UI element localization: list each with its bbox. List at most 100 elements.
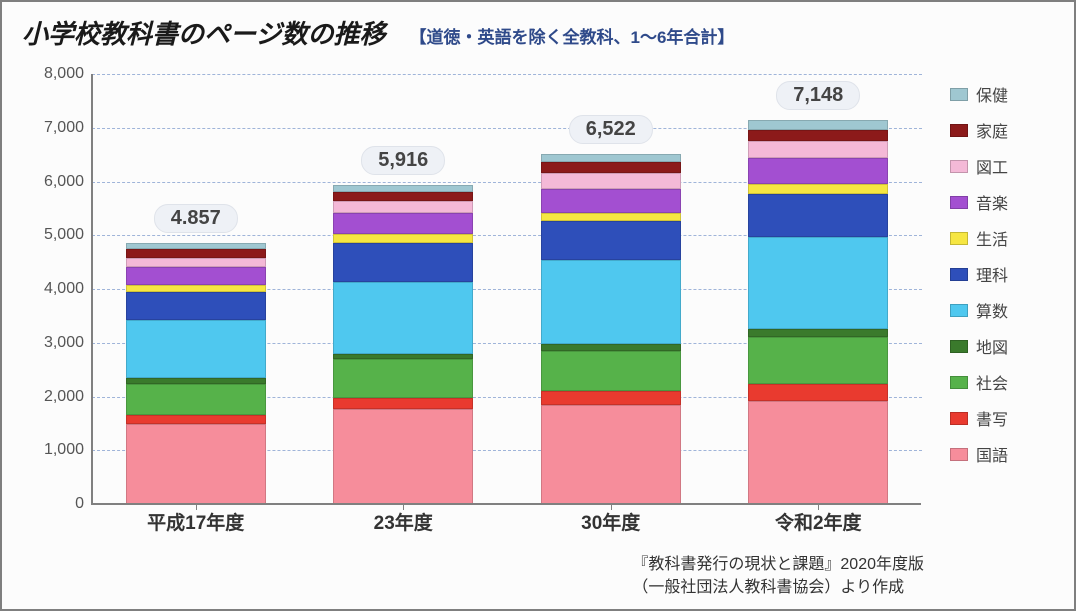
y-tick-label: 2,000 <box>44 388 84 406</box>
x-axis-label: 平成17年度 <box>126 508 266 535</box>
bar-column: 7,148 <box>748 120 888 504</box>
bar-segment-shosha <box>748 384 888 401</box>
bar-segment-zukou <box>126 258 266 267</box>
bar-segment-ongaku <box>333 213 473 235</box>
legend-label: 保健 <box>976 82 1008 106</box>
legend-item-seikatsu: 生活 <box>950 226 1060 250</box>
bar-segment-sansu <box>333 282 473 354</box>
chart-subtitle: 【道徳・英語を除く全教科、1～6年合計】 <box>409 23 734 48</box>
legend-swatch <box>950 376 968 389</box>
legend-item-shosha: 書写 <box>950 406 1060 430</box>
legend-item-rika: 理科 <box>950 262 1060 286</box>
bar-segment-rika <box>748 194 888 237</box>
legend: 保健家庭図工音楽生活理科算数地図社会書写国語 <box>950 82 1060 466</box>
source-line-2: （一般社団法人教科書協会）より作成 <box>632 577 924 599</box>
legend-label: 地図 <box>976 334 1008 358</box>
bar-column: 5,916 <box>333 185 473 504</box>
legend-item-sansu: 算数 <box>950 298 1060 322</box>
bar-segment-kokugo <box>333 409 473 504</box>
x-axis-label: 30年度 <box>541 508 681 535</box>
bar-segment-hoken <box>541 154 681 163</box>
bar-segment-seikatsu <box>748 184 888 195</box>
bar-segment-rika <box>333 243 473 282</box>
source-line-1: 『教科書発行の現状と課題』2020年度版 <box>632 554 924 576</box>
legend-label: 社会 <box>976 370 1008 394</box>
plot-area: 4.8575,9166,5227,148 01,0002,0003,0004,0… <box>92 74 922 504</box>
total-badge: 7,148 <box>776 81 860 110</box>
total-badge: 4.857 <box>154 204 238 233</box>
bar-segment-shosha <box>333 398 473 409</box>
x-axis-labels: 平成17年度 23年度 30年度 令和2年度 <box>92 508 922 535</box>
legend-label: 国語 <box>976 442 1008 466</box>
legend-swatch <box>950 124 968 137</box>
bar-segment-sansu <box>126 320 266 378</box>
y-axis-line <box>91 74 93 504</box>
bar-segment-kokugo <box>126 424 266 504</box>
legend-item-zukou: 図工 <box>950 154 1060 178</box>
bar-segment-shosha <box>541 391 681 405</box>
bar-segment-katei <box>748 130 888 141</box>
legend-swatch <box>950 304 968 317</box>
bar-segment-katei <box>126 249 266 258</box>
bar-segment-sansu <box>748 237 888 328</box>
x-axis-label: 令和2年度 <box>748 508 888 535</box>
bar-segment-shosha <box>126 415 266 424</box>
legend-swatch <box>950 268 968 281</box>
legend-label: 家庭 <box>976 118 1008 142</box>
bar-column: 4.857 <box>126 243 266 504</box>
legend-item-katei: 家庭 <box>950 118 1060 142</box>
bar-segment-shakai <box>541 351 681 391</box>
legend-item-shakai: 社会 <box>950 370 1060 394</box>
legend-swatch <box>950 340 968 353</box>
legend-label: 図工 <box>976 154 1008 178</box>
legend-swatch <box>950 232 968 245</box>
legend-item-ongaku: 音楽 <box>950 190 1060 214</box>
y-tick-label: 4,000 <box>44 280 84 298</box>
legend-swatch <box>950 196 968 209</box>
bar-segment-katei <box>333 192 473 202</box>
bar-segment-seikatsu <box>541 213 681 222</box>
y-tick-label: 6,000 <box>44 173 84 191</box>
bar-segment-ongaku <box>541 189 681 213</box>
bar-segment-zukou <box>748 141 888 158</box>
y-tick-label: 3,000 <box>44 334 84 352</box>
bar-segment-ongaku <box>748 158 888 184</box>
bar-column: 6,522 <box>541 154 681 504</box>
x-axis-label: 23年度 <box>333 508 473 535</box>
y-tick-label: 8,000 <box>44 65 84 83</box>
bar-segment-shakai <box>333 359 473 398</box>
bar-segment-seikatsu <box>333 234 473 243</box>
legend-swatch <box>950 88 968 101</box>
bar-segment-katei <box>541 162 681 173</box>
bar-segment-rika <box>541 221 681 260</box>
y-tick-label: 1,000 <box>44 441 84 459</box>
bar-segment-kokugo <box>541 405 681 504</box>
bar-segment-shakai <box>126 384 266 416</box>
total-badge: 5,916 <box>361 146 445 175</box>
legend-swatch <box>950 412 968 425</box>
bar-segment-seikatsu <box>126 285 266 293</box>
y-tick-label: 0 <box>75 495 84 513</box>
bar-segment-rika <box>126 292 266 320</box>
bar-segment-kokugo <box>748 401 888 504</box>
bar-segment-zukou <box>541 173 681 189</box>
legend-item-hoken: 保健 <box>950 82 1060 106</box>
legend-swatch <box>950 160 968 173</box>
bar-segment-ongaku <box>126 267 266 285</box>
chart-frame: 小学校教科書のページ数の推移 【道徳・英語を除く全教科、1～6年合計】 4.85… <box>0 0 1076 611</box>
legend-item-chizu: 地図 <box>950 334 1060 358</box>
legend-label: 音楽 <box>976 190 1008 214</box>
legend-label: 理科 <box>976 262 1008 286</box>
total-badge: 6,522 <box>569 115 653 144</box>
y-tick-label: 7,000 <box>44 119 84 137</box>
legend-item-kokugo: 国語 <box>950 442 1060 466</box>
chart-title: 小学校教科書のページ数の推移 <box>22 14 385 51</box>
bar-segment-hoken <box>748 120 888 130</box>
title-row: 小学校教科書のページ数の推移 【道徳・英語を除く全教科、1～6年合計】 <box>22 14 734 51</box>
bar-segment-shakai <box>748 337 888 384</box>
x-axis-line <box>91 503 921 505</box>
bar-segment-chizu <box>748 329 888 337</box>
legend-label: 算数 <box>976 298 1008 322</box>
bar-segment-sansu <box>541 260 681 344</box>
y-tick-label: 5,000 <box>44 226 84 244</box>
